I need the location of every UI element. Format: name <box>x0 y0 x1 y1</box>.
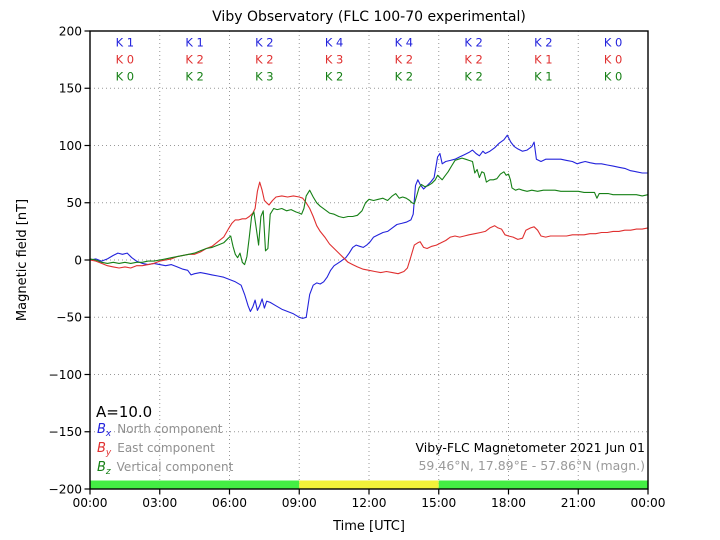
k-index-value: K 2 <box>464 36 483 50</box>
k-index-value: K 2 <box>395 70 414 84</box>
y-tick-label: 150 <box>59 82 82 96</box>
series-line-bx <box>89 134 648 319</box>
k-index-value: K 4 <box>325 36 344 50</box>
k-index-value: K 2 <box>534 36 553 50</box>
legend-symbol-bx: B <box>97 422 106 437</box>
k-index-value: K 0 <box>116 70 135 84</box>
k-index-value: K 1 <box>185 36 204 50</box>
k-index-value: K 2 <box>185 70 204 84</box>
y-tick-label: 50 <box>66 196 82 210</box>
k-index-value: K 3 <box>255 70 274 84</box>
x-tick-label: 15:00 <box>421 496 456 510</box>
legend-label-north: North component <box>117 422 223 436</box>
credit-line-2: 59.46°N, 17.89°E - 57.86°N (magn.) <box>418 458 645 473</box>
k-index-value: K 2 <box>464 53 483 67</box>
k-index-value: K 2 <box>185 53 204 67</box>
y-tick-label: −150 <box>49 425 82 439</box>
y-tick-label: 100 <box>59 139 82 153</box>
k-index-value: K 2 <box>255 36 274 50</box>
axes-frame-layer <box>84 30 649 495</box>
k-index-layer: K 1 K 1 K 2 K 4 K 4 K 2 K 2 K 0 K 0 K 2 K 2 K 3 K 2 K… <box>116 36 623 84</box>
series-layer <box>89 134 649 319</box>
x-tick-label: 18:00 <box>491 496 526 510</box>
x-tick-label: 06:00 <box>212 496 247 510</box>
k-index-value: K 2 <box>395 53 414 67</box>
legend-symbol-bz-sub: z <box>105 467 111 477</box>
activity-bar-segment <box>90 480 300 489</box>
y-tick-label: −200 <box>49 482 82 496</box>
y-tick-label: −100 <box>49 368 82 382</box>
x-axis-label: Time [UTC] <box>332 519 405 534</box>
legend-symbol-by-sub: y <box>105 448 112 458</box>
legend-label-vertical: Vertical component <box>117 460 234 474</box>
k-index-value: K 0 <box>604 36 623 50</box>
activity-bar-segment <box>438 480 648 489</box>
activity-bar-segment <box>299 480 439 489</box>
y-axis-label: Magnetic field [nT] <box>15 199 30 321</box>
legend-symbol-bx-sub: x <box>105 429 112 439</box>
x-tick-label: 21:00 <box>561 496 596 510</box>
k-index-value: K 0 <box>116 53 135 67</box>
x-tick-label: 00:00 <box>72 496 107 510</box>
k-index-value: K 2 <box>325 70 344 84</box>
tick-label-layer: 00:00 03:00 06:00 09:00 12:00 15:00 18:00 21:00… <box>49 24 666 510</box>
legend-label-east: East component <box>117 441 215 455</box>
k-index-value: K 2 <box>255 53 274 67</box>
legend-symbol-by: B <box>97 441 106 456</box>
x-tick-label: 12:00 <box>351 496 386 510</box>
legend-item-east: By East component <box>97 441 215 458</box>
k-index-value: K 3 <box>325 53 344 67</box>
chart-title: Viby Observatory (FLC 100-70 experimenta… <box>212 9 526 25</box>
x-tick-label: 00:00 <box>630 496 665 510</box>
k-index-value: K 4 <box>395 36 414 50</box>
legend-item-vertical: Bz Vertical component <box>97 460 234 477</box>
credit-line-1: Viby-FLC Magnetometer 2021 Jun 01 <box>415 440 645 455</box>
y-tick-label: 200 <box>59 24 82 38</box>
series-line-bz <box>89 157 649 266</box>
k-index-value: K 2 <box>464 70 483 84</box>
a-index-annotation: A=10.0 <box>96 403 152 421</box>
y-tick-label: 0 <box>74 253 82 267</box>
k-index-value: K 1 <box>534 70 553 84</box>
legend-symbol-bz: B <box>97 460 106 475</box>
legend-item-north: Bx North component <box>97 422 223 439</box>
x-tick-label: 09:00 <box>282 496 317 510</box>
x-tick-label: 03:00 <box>142 496 177 510</box>
activity-bar-layer <box>90 480 648 489</box>
k-index-value: K 1 <box>116 36 135 50</box>
k-index-value: K 1 <box>534 53 553 67</box>
y-tick-label: −50 <box>56 311 82 325</box>
grid-layer <box>90 31 648 489</box>
k-index-value: K 0 <box>604 53 623 67</box>
k-index-value: K 0 <box>604 70 623 84</box>
